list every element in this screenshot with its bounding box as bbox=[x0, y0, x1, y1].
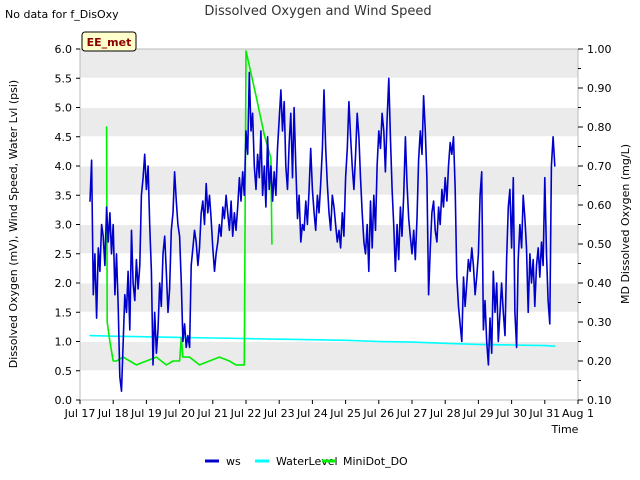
right-y-tick-label: 0.20 bbox=[587, 355, 612, 368]
right-y-tick-label: 0.10 bbox=[587, 394, 612, 407]
legend-item-waterlevel: WaterLevel bbox=[255, 455, 338, 468]
legend-label-ws: ws bbox=[226, 455, 241, 468]
left-y-tick-label: 5.0 bbox=[55, 102, 73, 115]
no-data-note: No data for f_DisOxy bbox=[5, 8, 119, 21]
series-line-ws bbox=[89, 71, 556, 392]
chart-title: Dissolved Oxygen and Wind Speed bbox=[204, 4, 431, 19]
right-y-axis-ticks: 0.10 0.20 0.30 0.40 0.50 0.60 0.70 0.80 0.90 1.00 bbox=[578, 43, 612, 407]
band bbox=[80, 107, 578, 137]
x-tick-label: Jul 27 bbox=[396, 407, 428, 420]
x-tick-label: Jul 25 bbox=[329, 407, 361, 420]
plot-series bbox=[89, 50, 556, 392]
right-y-tick-label: 0.50 bbox=[587, 238, 612, 251]
right-y-tick-label: 0.90 bbox=[587, 82, 612, 95]
left-y-tick-label: 2.0 bbox=[55, 277, 73, 290]
x-tick-label: Jul 17 bbox=[64, 407, 96, 420]
series-line-minidot-do bbox=[105, 50, 273, 366]
x-tick-label: Jul 26 bbox=[362, 407, 394, 420]
x-tick-label: Jul 19 bbox=[130, 407, 162, 420]
x-tick-label: Jul 18 bbox=[97, 407, 129, 420]
band bbox=[80, 49, 578, 79]
badge-box bbox=[81, 31, 137, 52]
left-y-axis-ticks: 0.0 0.5 1.0 1.5 2.0 2.5 3.0 3.5 4.0 4.5 5.0 5.5 6.0 bbox=[55, 43, 80, 407]
left-y-axis-title: Dissolved Oxygen (mV), Wind Speed, Water… bbox=[7, 80, 20, 368]
x-tick-label: Jul 31 bbox=[528, 407, 560, 420]
right-y-tick-label: 1.00 bbox=[587, 43, 612, 56]
x-axis-title: Time bbox=[551, 423, 579, 436]
x-tick-label: Jul 24 bbox=[296, 407, 328, 420]
x-tick-label: Jul 23 bbox=[263, 407, 295, 420]
x-tick-label: Jul 20 bbox=[163, 407, 195, 420]
left-y-tick-label: 3.5 bbox=[55, 189, 73, 202]
left-y-tick-label: 0.5 bbox=[55, 365, 73, 378]
band bbox=[80, 341, 578, 371]
x-axis-ticks: Jul 17 Jul 18 Jul 19 Jul 20 Jul 21 Jul 22 Jul … bbox=[64, 400, 594, 420]
left-y-tick-label: 6.0 bbox=[55, 43, 73, 56]
left-y-tick-label: 0.0 bbox=[55, 394, 73, 407]
x-tick-label: Jul 30 bbox=[495, 407, 527, 420]
left-y-tick-label: 1.0 bbox=[55, 336, 73, 349]
left-y-tick-label: 4.5 bbox=[55, 131, 73, 144]
band bbox=[80, 166, 578, 196]
legend-item-ws: ws bbox=[205, 455, 241, 468]
legend-label-waterlevel: WaterLevel bbox=[276, 455, 338, 468]
right-y-tick-label: 0.70 bbox=[587, 160, 612, 173]
right-y-tick-label: 0.60 bbox=[587, 199, 612, 212]
x-tick-label: Jul 22 bbox=[230, 407, 262, 420]
left-y-tick-label: 4.0 bbox=[55, 160, 73, 173]
legend-label-minidot-do: MiniDot_DO bbox=[343, 455, 408, 468]
left-y-tick-label: 3.0 bbox=[55, 219, 73, 232]
right-y-axis-title: MD Dissolved Oxygen (mg/L) bbox=[619, 144, 632, 304]
series-line-waterlevel bbox=[89, 334, 556, 347]
x-tick-label: Jul 28 bbox=[429, 407, 461, 420]
right-y-tick-label: 0.80 bbox=[587, 121, 612, 134]
left-y-tick-label: 5.5 bbox=[55, 72, 73, 85]
background-bands bbox=[80, 49, 578, 371]
right-y-tick-label: 0.30 bbox=[587, 316, 612, 329]
left-y-tick-label: 2.5 bbox=[55, 248, 73, 261]
left-y-tick-label: 1.5 bbox=[55, 306, 73, 319]
band bbox=[80, 224, 578, 254]
x-tick-label: Jul 29 bbox=[462, 407, 494, 420]
ee-met-badge: EE_met bbox=[81, 31, 137, 52]
right-y-tick-label: 0.40 bbox=[587, 277, 612, 290]
x-tick-label: Jul 21 bbox=[196, 407, 228, 420]
legend: ws WaterLevel MiniDot_DO bbox=[205, 455, 408, 468]
x-tick-label: Aug 1 bbox=[562, 407, 594, 420]
badge-label: EE_met bbox=[87, 36, 132, 49]
legend-item-minidot-do: MiniDot_DO bbox=[322, 455, 408, 468]
